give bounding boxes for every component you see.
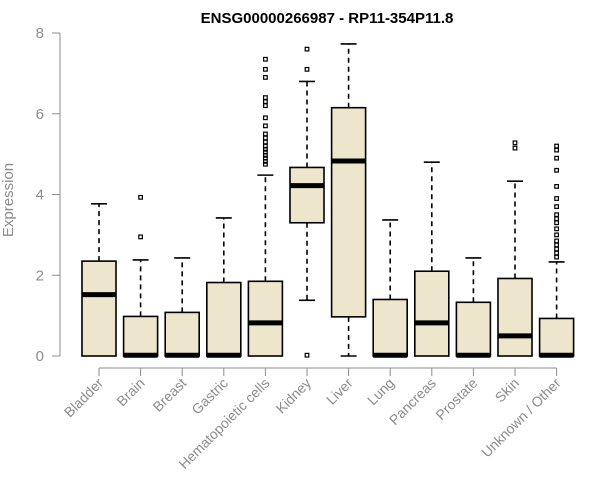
x-tick-label: Liver [323,375,356,408]
x-tick-label: Skin [492,375,523,406]
box-group [164,257,200,358]
outlier-point [263,143,268,149]
outlier-point [263,161,268,167]
outlier-point [263,103,268,109]
box-group [330,43,367,357]
box-iqr [538,317,575,357]
outlier-point [263,149,268,155]
outlier-point [554,204,559,210]
y-axis: 0 2 4 6 8 [36,25,61,365]
x-tick-label: Prostate [432,375,480,423]
y-axis-label: Expression [0,163,17,237]
box-group [455,257,492,358]
outlier-point [554,238,559,244]
box-group [413,161,450,357]
outlier-point [554,212,559,218]
box-iqr [164,311,200,357]
box-iqr [497,277,533,357]
x-tick-label: Lung [364,375,397,408]
x-tick-label: Bladder [61,375,107,421]
box-group [122,194,159,358]
outlier-point [263,56,268,62]
box-group [497,140,533,357]
outlier-point [554,242,559,248]
x-tick-label: Brain [113,375,147,409]
y-tick-label: 2 [36,267,44,284]
outlier-point [263,99,268,105]
outlier-point [263,155,268,161]
y-tick-label: 6 [36,106,44,123]
y-tick-label: 0 [36,348,44,365]
box-iqr [247,280,284,357]
box-iqr [455,301,492,357]
y-tick-label: 8 [36,25,44,42]
box-iqr [372,298,409,357]
outlier-point [554,184,559,189]
outlier-point [554,155,559,161]
x-tick-label: Breast [149,375,189,415]
outlier-point [554,254,559,260]
outlier-point [304,66,310,72]
box-iqr [330,106,367,318]
outlier-point [554,232,559,238]
outlier-point [263,75,268,80]
plot-area [81,43,575,358]
outlier-point [512,145,518,151]
box-group [247,56,284,357]
outlier-point [263,139,268,145]
outlier-point [554,250,559,256]
outlier-point [263,135,268,141]
outlier-point [554,246,559,252]
outlier-point [554,226,559,232]
outlier-point [554,216,559,222]
outlier-point [263,66,268,72]
outlier-point [138,194,144,200]
outlier-point [554,143,559,149]
outlier-point [554,220,559,226]
outlier-point [263,131,268,137]
outlier-point [554,147,559,153]
outlier-point [304,46,310,52]
outlier-point [554,196,559,201]
outlier-point [304,352,310,358]
box-iqr [122,315,159,357]
x-tick-label: Kidney [273,375,315,417]
outlier-point [512,140,518,146]
box-group [538,143,575,358]
box-group [206,217,242,358]
outlier-point [263,115,268,121]
box-iqr [413,270,450,357]
outlier-point [263,123,268,129]
x-tick-label: Unknown / Other [478,375,564,461]
box-iqr [81,260,117,357]
chart-title: ENSG00000266987 - RP11-354P11.8 [201,10,454,27]
outlier-point [263,95,268,101]
box-iqr [206,281,242,357]
box-group [289,46,325,358]
box-group [372,219,409,358]
outlier-point [554,167,559,173]
y-tick-label: 4 [36,187,44,204]
outlier-point [138,234,144,240]
box-group [81,202,117,357]
box-iqr [289,166,325,224]
